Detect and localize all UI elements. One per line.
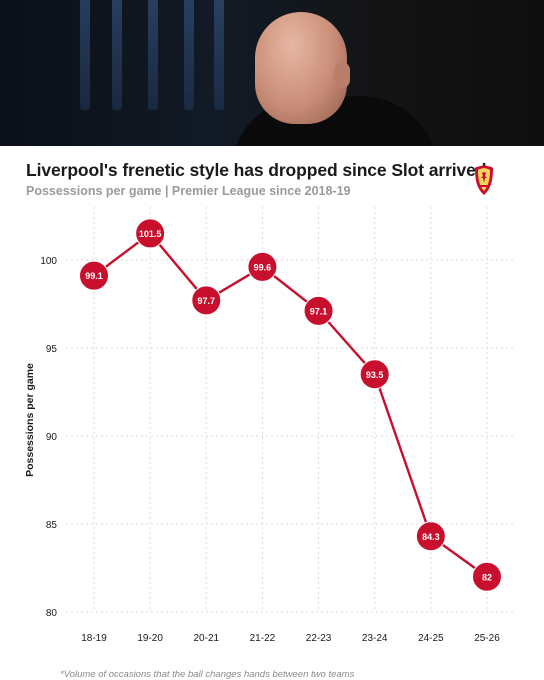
background-stripe [214, 0, 224, 110]
y-tick-label: 80 [46, 608, 58, 619]
data-point-marker [191, 285, 222, 316]
x-tick-label: 21-22 [250, 633, 276, 644]
x-tick-label: 23-24 [362, 633, 388, 644]
data-point-marker [471, 561, 502, 592]
data-point-marker [415, 521, 446, 552]
data-point-marker [79, 260, 109, 291]
x-tick-label: 18-19 [81, 633, 107, 644]
header-photo [0, 0, 544, 146]
liverpool-crest-icon [475, 165, 493, 195]
x-tick-label: 19-20 [137, 633, 163, 644]
background-stripe [80, 0, 90, 110]
background-stripe [148, 0, 158, 110]
data-point-label: 101.5 [139, 229, 162, 239]
y-tick-label: 90 [46, 432, 58, 443]
background-stripe [112, 0, 122, 110]
y-tick-label: 85 [46, 520, 58, 531]
chart-title: Liverpool's frenetic style has dropped s… [26, 160, 487, 180]
coach-head [255, 12, 347, 124]
x-tick-label: 25-26 [474, 633, 500, 644]
chart-subtitle: Possessions per game | Premier League si… [26, 184, 351, 198]
x-tick-label: 22-23 [306, 633, 332, 644]
y-axis-label: Possessions per game [24, 363, 36, 477]
data-point-label: 93.5 [366, 370, 384, 380]
x-tick-label: 24-25 [418, 633, 444, 644]
data-point-label: 97.1 [310, 306, 328, 316]
coach-ear [334, 62, 350, 88]
data-point-marker [303, 295, 334, 326]
data-point-label: 82 [482, 572, 492, 582]
footnote: *Volume of occasions that the ball chang… [60, 669, 355, 680]
x-tick-label: 20-21 [193, 633, 219, 644]
y-tick-label: 95 [46, 344, 58, 355]
background-stripe [184, 0, 194, 110]
data-point-label: 84.3 [422, 532, 440, 542]
data-point-marker [359, 359, 390, 390]
data-point-marker [135, 218, 166, 249]
data-point-marker [247, 251, 278, 282]
data-point-label: 97.7 [198, 296, 216, 306]
data-point-label: 99.6 [254, 262, 272, 272]
y-tick-label: 100 [40, 256, 57, 267]
data-point-label: 99.1 [85, 271, 103, 281]
